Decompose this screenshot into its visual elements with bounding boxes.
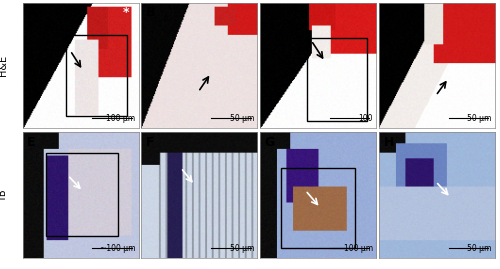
Text: 50 µm: 50 µm: [230, 244, 254, 253]
Text: D: D: [384, 6, 394, 19]
Bar: [306, 38, 367, 121]
Text: 100: 100: [358, 114, 373, 123]
Bar: [66, 36, 127, 116]
Text: B: B: [146, 6, 156, 19]
Text: C: C: [264, 6, 274, 19]
Text: F: F: [146, 136, 154, 149]
Bar: [46, 153, 118, 236]
Text: 50 µm: 50 µm: [230, 114, 254, 123]
Text: 50 µm: 50 µm: [467, 244, 491, 253]
Text: 50 µm: 50 µm: [467, 114, 491, 123]
Text: 100 µm: 100 µm: [106, 114, 136, 123]
Text: TB: TB: [0, 189, 8, 202]
Text: G: G: [264, 136, 275, 149]
Text: E: E: [27, 136, 36, 149]
Text: H: H: [384, 136, 394, 149]
Bar: [281, 168, 355, 248]
Text: *: *: [123, 6, 130, 19]
Text: H&E: H&E: [0, 55, 8, 76]
Text: A: A: [27, 6, 37, 19]
Text: ~100 µm: ~100 µm: [100, 244, 136, 253]
Text: 100 µm: 100 µm: [344, 244, 373, 253]
